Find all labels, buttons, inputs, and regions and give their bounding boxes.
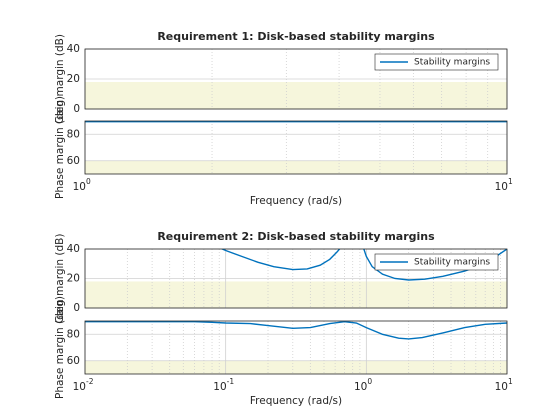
x-tick-exponent: 1 [508, 177, 513, 186]
y-tick-label: 60 [67, 155, 80, 167]
y-axis-label: Gain margin (dB) [54, 234, 66, 324]
y-tick-label: 0 [73, 103, 80, 115]
x-tick-label: 10 [73, 381, 86, 393]
axes-frame [84, 48, 508, 110]
y-tick-label: 40 [67, 243, 80, 255]
legend-label: Stability margins [414, 58, 490, 68]
axes [84, 120, 508, 175]
x-tick-label: 10 [495, 181, 508, 193]
x-tick-exponent: 0 [86, 177, 91, 186]
axes [84, 320, 508, 375]
y-tick-label: 60 [67, 355, 80, 367]
legend-label: Stability margins [414, 258, 490, 268]
series-line [85, 321, 507, 340]
axes-frame [84, 320, 508, 375]
y-tick-label: 80 [67, 328, 80, 340]
y-tick-label: 20 [67, 273, 80, 285]
y-axis-label: Phase margin (deg) [54, 96, 66, 199]
x-tick-label: 10 [495, 381, 508, 393]
x-tick-label: 10 [213, 381, 226, 393]
y-axis-label: Gain margin (dB) [54, 34, 66, 124]
y-axis-label: Phase margin (deg) [54, 296, 66, 399]
chart-title: Requirement 2: Disk-based stability marg… [157, 230, 435, 243]
requirement-region [85, 82, 507, 109]
x-tick-exponent: -1 [227, 377, 235, 386]
x-axis-label: Frequency (rad/s) [250, 195, 342, 207]
requirement-region [85, 281, 507, 308]
x-tick-label: 10 [354, 381, 367, 393]
series-line [220, 249, 507, 281]
chart-title: Requirement 1: Disk-based stability marg… [157, 30, 435, 43]
x-tick-exponent: 1 [508, 377, 513, 386]
y-tick-label: 0 [73, 302, 80, 314]
legend-box [374, 53, 499, 71]
requirement-region [85, 360, 507, 374]
y-tick-label: 40 [67, 43, 80, 55]
requirement-region [85, 160, 507, 174]
x-tick-exponent: 0 [367, 377, 372, 386]
x-tick-label: 10 [73, 181, 86, 193]
axes-frame [84, 120, 508, 175]
legend-box [374, 253, 499, 271]
y-tick-label: 80 [67, 128, 80, 140]
axes-frame [84, 248, 508, 309]
y-tick-label: 20 [67, 73, 80, 85]
x-axis-label: Frequency (rad/s) [250, 395, 342, 407]
x-tick-exponent: -2 [86, 377, 94, 386]
